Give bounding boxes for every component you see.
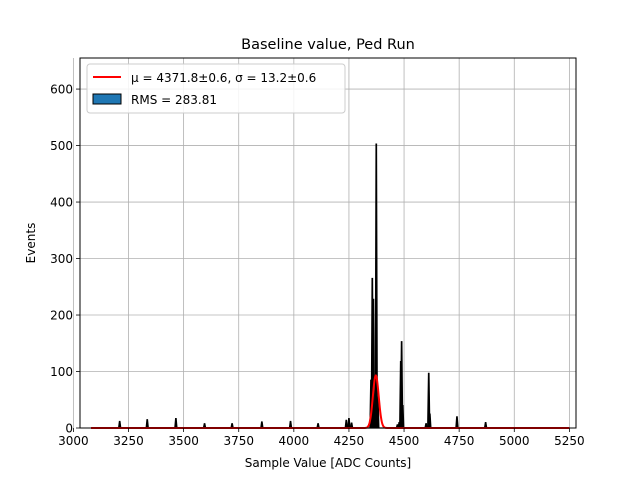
x-tick-label: 4250 <box>334 434 365 448</box>
y-tick-label: 300 <box>50 252 73 266</box>
legend-fit-label: μ = 4371.8±0.6, σ = 13.2±0.6 <box>131 71 316 85</box>
x-tick-label: 5250 <box>554 434 585 448</box>
histogram-bar <box>347 417 351 429</box>
x-tick-label: 4750 <box>444 434 475 448</box>
histogram-bar <box>174 417 178 429</box>
y-axis-ticks: 0 100 200 300 400 500 600 <box>50 83 80 436</box>
legend-histogram-swatch <box>92 93 122 105</box>
y-tick-label: 400 <box>50 196 73 210</box>
x-tick-label: 3500 <box>168 434 199 448</box>
y-tick-label: 200 <box>50 309 73 323</box>
legend-rms-label: RMS = 283.81 <box>131 93 217 107</box>
x-axis-label: Sample Value [ADC Counts] <box>245 456 411 470</box>
legend-box <box>86 63 346 114</box>
histogram-bar <box>145 419 149 429</box>
histogram-bar <box>428 413 432 429</box>
x-axis-ticks: 3000 3250 3500 3750 4000 4250 4500 4750 5000 5250 <box>58 428 585 448</box>
y-tick-label: 500 <box>50 139 73 153</box>
x-tick-label: 3000 <box>58 434 89 448</box>
y-tick-label: 0 <box>65 422 73 436</box>
x-tick-label: 3250 <box>113 434 144 448</box>
y-tick-label: 600 <box>50 83 73 97</box>
y-axis-label: Events <box>24 223 38 264</box>
histogram-bar <box>288 420 293 429</box>
x-tick-label: 3750 <box>223 434 254 448</box>
histogram-bar <box>117 420 122 429</box>
x-tick-label: 4500 <box>389 434 420 448</box>
x-tick-label: 4000 <box>279 434 310 448</box>
histogram-bar <box>401 405 405 429</box>
legend: μ = 4371.8±0.6, σ = 13.2±0.6 RMS = 283.8… <box>86 63 346 114</box>
chart-title: Baseline value, Ped Run <box>241 37 415 53</box>
plot-frame <box>79 57 577 429</box>
x-tick-label: 5000 <box>499 434 530 448</box>
y-tick-label: 100 <box>50 365 73 379</box>
histogram-bar <box>344 419 349 429</box>
histogram-bar <box>455 416 459 429</box>
